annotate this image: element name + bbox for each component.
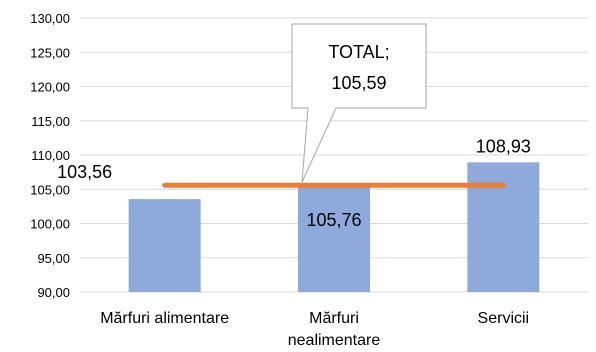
x-tick-label: nealimentare [288, 332, 381, 349]
y-tick-label: 105,00 [30, 182, 70, 197]
y-tick-label: 95,00 [37, 251, 70, 266]
y-tick-label: 90,00 [37, 285, 70, 300]
bar-data-labels: 103,56 105,76 108,93 [57, 136, 531, 230]
total-callout: TOTAL; 105,59 [291, 23, 427, 183]
y-tick-label: 130,00 [30, 11, 70, 26]
bar-value-label: 108,93 [476, 136, 531, 156]
y-axis-ticks: 90,00 95,00 100,00 105,00 110,00 115,00 120,00… [30, 11, 70, 300]
bar [467, 162, 540, 292]
callout-label: 105,59 [331, 73, 386, 93]
x-tick-label: Mărfuri [309, 310, 359, 327]
callout-label: TOTAL; [328, 42, 389, 62]
x-tick-label: Mărfuri alimentare [100, 310, 229, 327]
y-tick-label: 120,00 [30, 80, 70, 95]
bar [298, 184, 370, 292]
y-tick-label: 100,00 [30, 217, 70, 232]
y-tick-label: 125,00 [30, 45, 70, 60]
x-tick-label: Servicii [478, 310, 530, 327]
x-axis-labels: Mărfuri alimentare Mărfuri nealimentare Ser… [100, 310, 529, 349]
y-tick-label: 115,00 [31, 114, 70, 129]
bar-value-label: 103,56 [57, 162, 112, 182]
bar [128, 199, 201, 292]
bar-value-label: 105,76 [306, 210, 361, 230]
callout-box [291, 23, 427, 183]
bars [128, 162, 540, 292]
y-tick-label: 110,00 [31, 148, 70, 163]
